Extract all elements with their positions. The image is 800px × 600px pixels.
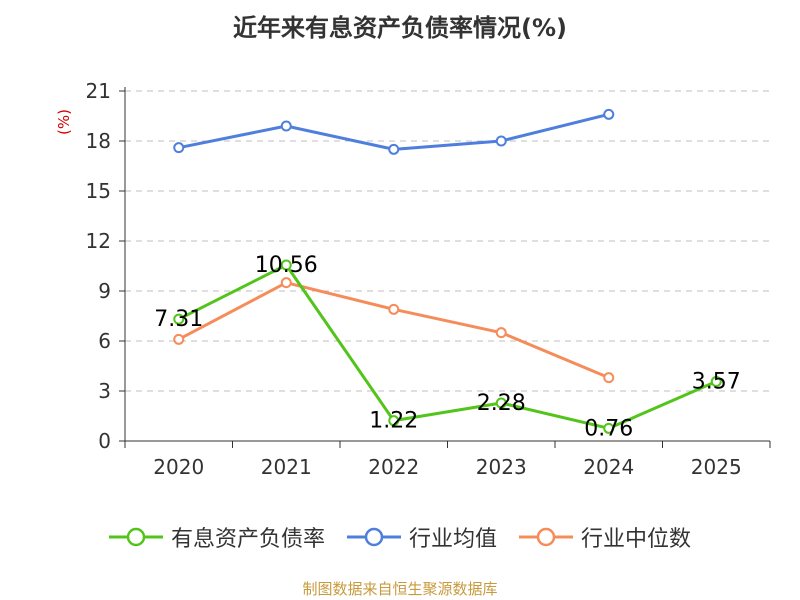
series-lines xyxy=(173,108,722,434)
legend-label-series-0: 有息资产负债率 xyxy=(170,527,325,552)
chart-title: 近年来有息资产负债率情况(%) xyxy=(233,14,567,42)
series-0-point-2025 xyxy=(710,376,722,387)
series-0-point-2023 xyxy=(495,397,507,409)
series-line-0 xyxy=(178,263,717,430)
series-2-point-2022 xyxy=(388,303,400,315)
series-0-point-2021 xyxy=(280,259,292,271)
legend-label-series-1: 行业均值 xyxy=(408,527,497,552)
legend: 有息资产负债率 行业均值 行业中位数 xyxy=(0,519,800,555)
data-label-2023: 2.28 xyxy=(477,391,526,416)
data-label-2024: 0.76 xyxy=(584,416,633,441)
legend-item-series-1[interactable]: 行业均值 xyxy=(346,521,497,553)
series-1-point-2021 xyxy=(280,120,292,132)
y-tick-label-3: 3 xyxy=(98,379,111,403)
legend-swatch-series-0 xyxy=(108,527,163,547)
y-tick-label-21: 21 xyxy=(86,79,111,103)
y-tick-label-12: 12 xyxy=(86,229,111,253)
series-2-point-2020 xyxy=(173,333,185,345)
data-labels: 7.31 10.56 1.22 2.28 0.76 3.57 xyxy=(154,253,740,441)
legend-swatch-series-1 xyxy=(346,527,401,547)
data-label-2020: 7.31 xyxy=(154,307,203,332)
data-label-2025: 3.57 xyxy=(692,370,741,395)
y-tick-label-0: 0 xyxy=(98,429,111,453)
legend-item-series-0[interactable]: 有息资产负债率 xyxy=(108,521,325,553)
x-tick-label-2025: 2025 xyxy=(691,455,742,479)
series-1-point-2024 xyxy=(603,108,615,120)
legend-item-series-2[interactable]: 行业中位数 xyxy=(519,521,691,553)
axes: 0 3 6 9 12 15 18 21 2020 2021 2022 2023 2024 2025 xyxy=(86,79,771,479)
source-note: 制图数据来自恒生聚源数据库 xyxy=(302,580,498,598)
y-tick-label-6: 6 xyxy=(98,329,111,353)
series-0-point-2020 xyxy=(173,313,185,325)
data-label-2022: 1.22 xyxy=(369,409,418,434)
x-tick-label-2020: 2020 xyxy=(153,455,204,479)
series-2-point-2023 xyxy=(495,327,507,339)
series-1-point-2022 xyxy=(388,143,400,155)
series-1-point-2023 xyxy=(495,135,507,147)
data-label-2021: 10.56 xyxy=(255,253,318,278)
series-1-point-2020 xyxy=(173,142,185,154)
series-0-point-2024 xyxy=(603,422,615,434)
legend-swatch-series-2 xyxy=(519,527,573,547)
y-tick-label-15: 15 xyxy=(86,179,111,203)
series-line-2 xyxy=(178,281,610,380)
series-2-point-2021 xyxy=(280,277,292,289)
x-tick-label-2023: 2023 xyxy=(476,455,527,479)
series-0-point-2022 xyxy=(388,415,400,427)
x-tick-label-2021: 2021 xyxy=(261,455,312,479)
series-2-point-2024 xyxy=(603,372,615,384)
y-tick-label-18: 18 xyxy=(86,129,111,153)
x-tick-label-2024: 2024 xyxy=(583,455,634,479)
legend-label-series-2: 行业中位数 xyxy=(581,527,692,552)
y-tick-label-9: 9 xyxy=(98,279,111,303)
gridlines xyxy=(125,90,770,392)
x-tick-label-2022: 2022 xyxy=(368,455,419,479)
